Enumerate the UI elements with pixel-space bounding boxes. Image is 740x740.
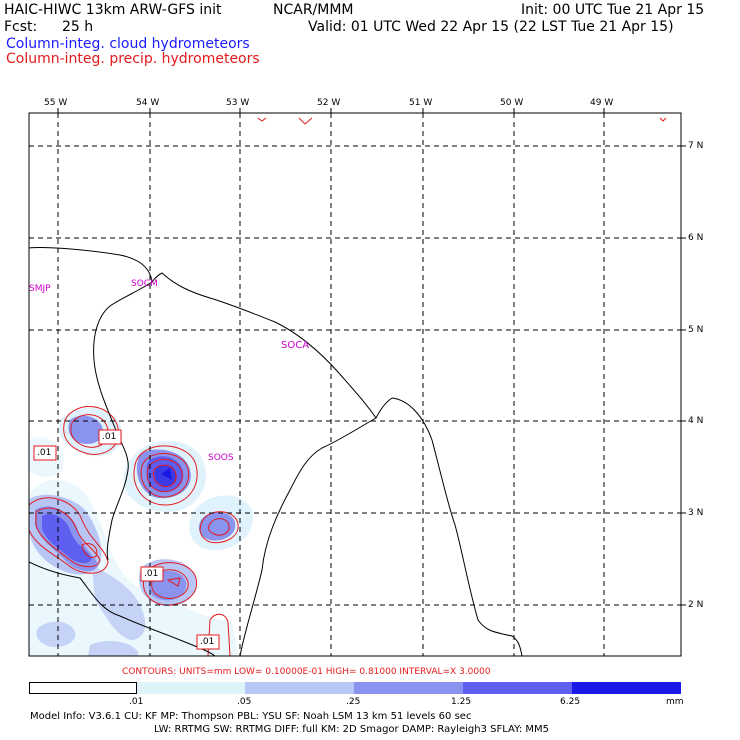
colorbar-segment	[137, 682, 245, 694]
station-label-soos: SOOS	[208, 453, 234, 463]
colorbar-label: .05	[237, 697, 252, 707]
agency-label: NCAR/MMM	[273, 2, 354, 18]
lat-label-4n: 4 N	[688, 416, 704, 426]
lon-label-52w: 52 W	[317, 98, 341, 108]
colorbar-segment	[354, 682, 463, 694]
init-time: Init: 00 UTC Tue 21 Apr 15	[521, 2, 705, 18]
contour-label: .01	[200, 637, 215, 647]
colorbar-unit: mm	[666, 697, 684, 707]
contour-label: .01	[102, 432, 117, 442]
lat-label-3n: 3 N	[688, 508, 704, 518]
colorbar-label: 1.25	[451, 697, 472, 707]
station-label-soca: SOCA	[281, 340, 310, 351]
lon-label-50w: 50 W	[500, 98, 524, 108]
lon-label-53w: 53 W	[226, 98, 250, 108]
plot-title: HAIC-HIWC 13km ARW-GFS init	[4, 2, 222, 18]
contour-info: CONTOURS: UNITS=mm LOW= 0.10000E-01 HIGH…	[122, 667, 491, 677]
station-label-smjp: SMJP	[29, 284, 51, 294]
colorbar-label: .25	[346, 697, 361, 707]
colorbar-label: .01	[129, 697, 144, 707]
station-label-socm: SOCM	[131, 279, 158, 289]
coastline	[29, 246, 523, 656]
contour-label: .01	[37, 448, 52, 458]
colorbar-label: 6.25	[560, 697, 581, 707]
precip-contours	[29, 117, 667, 656]
colorbar-segment	[572, 682, 681, 694]
map-frame	[28, 112, 682, 657]
lon-label-54w: 54 W	[136, 98, 160, 108]
precip-field-title: Column-integ. precip. hydrometeors	[6, 51, 260, 67]
graticule	[29, 113, 681, 656]
cloud-field-title: Column-integ. cloud hydrometeors	[6, 36, 250, 52]
lon-label-51w: 51 W	[409, 98, 433, 108]
lat-label-7n: 7 N	[688, 141, 704, 151]
contour-label: .01	[144, 569, 159, 579]
lon-label-55w: 55 W	[44, 98, 68, 108]
lon-label-49w: 49 W	[590, 98, 614, 108]
valid-time: Valid: 01 UTC Wed 22 Apr 15 (22 LST Tue …	[308, 19, 674, 35]
forecast-label: Fcst:	[4, 19, 38, 35]
model-info-line1: Model Info: V3.6.1 CU: KF MP: Thompson P…	[30, 711, 472, 722]
lat-label-5n: 5 N	[688, 325, 704, 335]
lat-label-6n: 6 N	[688, 233, 704, 243]
lat-label-2n: 2 N	[688, 600, 704, 610]
axis-ticks	[57, 108, 686, 606]
contour-label-boxes	[33, 429, 220, 650]
cloud-shading	[29, 407, 253, 656]
forecast-hour: 25 h	[62, 19, 94, 35]
colorbar-segment	[463, 682, 572, 694]
colorbar-segment	[245, 682, 354, 694]
model-info-line2: LW: RRTMG SW: RRTMG DIFF: full KM: 2D Sm…	[154, 724, 550, 735]
colorbar-segment	[29, 682, 137, 694]
